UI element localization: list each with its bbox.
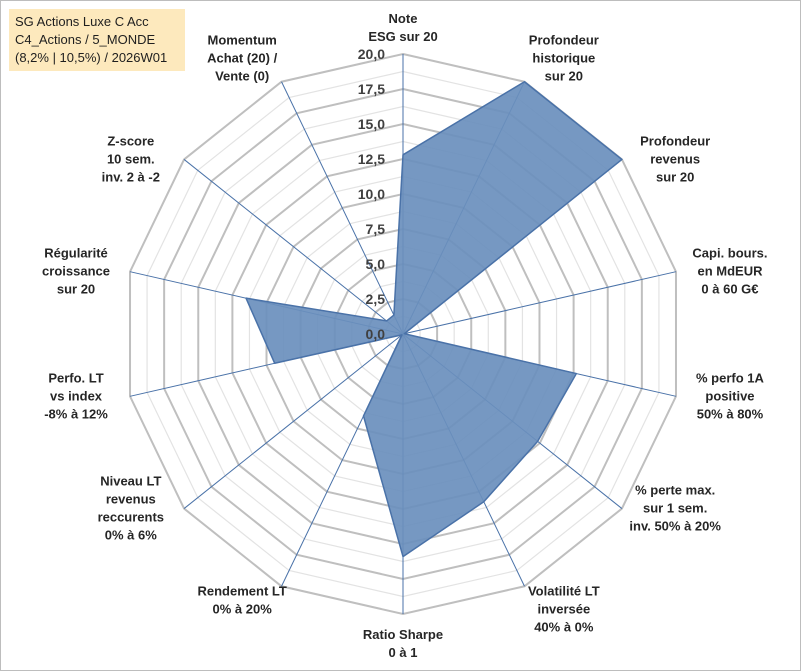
axis-label: % perte max. sur 1 sem. inv. 50% à 20% (629, 483, 721, 534)
axis-label-line: 0% à 20% (213, 601, 273, 616)
axis-label: Z-score 10 sem. inv. 2 à -2 (102, 133, 160, 184)
axis-label-line: Rendement LT (197, 583, 286, 598)
axis-label: Volatilité LT inversée 40% à 0% (528, 583, 600, 634)
axis-label: Rendement LT 0% à 20% (197, 583, 286, 616)
axis-label-line: 40% à 0% (534, 619, 594, 634)
axis-label-line: revenus (106, 492, 156, 507)
axis-label-line: 0 à 1 (389, 645, 418, 660)
axis-label: Momentum Achat (20) / Vente (0) (207, 33, 277, 84)
axis-label-line: Capi. bours. (692, 246, 767, 261)
axis-label-line: Ratio Sharpe (363, 627, 443, 642)
axis-label-line: Perfo. LT (48, 370, 103, 385)
axis-label-line: en MdEUR (697, 264, 763, 279)
axis-label-line: Profondeur (529, 33, 599, 48)
axis-label-line: historique (532, 51, 595, 66)
axis-label: Note ESG sur 20 (368, 11, 437, 44)
title-line-3: (8,2% | 10,5%) / 2026W01 (15, 50, 168, 65)
axis-label-line: Achat (20) / (207, 51, 277, 66)
title-line-2: C4_Actions / 5_MONDE (15, 32, 156, 47)
axis-label-line: positive (705, 388, 754, 403)
axis-label: Régularité croissance sur 20 (42, 246, 110, 297)
chart-title-box: SG Actions Luxe C Acc C4_Actions / 5_MON… (9, 9, 185, 71)
axis-label-line: Niveau LT (100, 474, 161, 489)
axis-label-line: revenus (650, 151, 700, 166)
axis-label-line: inv. 2 à -2 (102, 169, 160, 184)
tick-label: 15,0 (358, 116, 385, 132)
axis-label-line: Volatilité LT (528, 583, 600, 598)
axis-label-line: sur 20 (656, 169, 694, 184)
axis-label: % perfo 1A positive 50% à 80% (696, 370, 765, 421)
axis-label-line: inversée (537, 601, 590, 616)
axis-label-line: sur 20 (545, 69, 583, 84)
axis-label-line: vs index (50, 388, 103, 403)
axis-spoke (183, 159, 404, 335)
axis-label: Niveau LT revenus reccurents 0% à 6% (98, 474, 164, 543)
axis-label-line: sur 1 sem. (643, 501, 707, 516)
axis-label: Ratio Sharpe 0 à 1 (363, 627, 443, 660)
axis-spoke (281, 81, 404, 335)
axis-label: Profondeur historique sur 20 (529, 33, 599, 84)
axis-label-line: croissance (42, 264, 110, 279)
axis-label-line: 50% à 80% (697, 406, 764, 421)
axis-label-line: 0% à 6% (105, 528, 157, 543)
title-line-1: SG Actions Luxe C Acc (15, 14, 149, 29)
axis-label-line: inv. 50% à 20% (629, 519, 721, 534)
axis-label-line: Momentum (207, 33, 276, 48)
axis-label-line: % perfo 1A (696, 370, 765, 385)
axis-label-line: Vente (0) (215, 69, 269, 84)
axis-label-line: -8% à 12% (44, 406, 108, 421)
data-series-area (245, 80, 623, 558)
tick-label: 7,5 (366, 221, 386, 237)
axis-label-line: 10 sem. (107, 151, 155, 166)
tick-label: 0,0 (366, 326, 386, 342)
tick-label: 17,5 (358, 81, 385, 97)
tick-label: 10,0 (358, 186, 385, 202)
tick-label: 2,5 (366, 291, 386, 307)
axis-label-line: Profondeur (640, 133, 710, 148)
axis-label-line: sur 20 (57, 282, 95, 297)
axis-label-line: Z-score (107, 133, 154, 148)
axis-label-line: Régularité (44, 246, 108, 261)
axis-label-line: reccurents (98, 510, 164, 525)
tick-label: 12,5 (358, 151, 385, 167)
axis-spoke (402, 271, 677, 335)
axis-label-line: 0 à 60 G€ (701, 282, 758, 297)
axis-label: Capi. bours. en MdEUR 0 à 60 G€ (692, 246, 767, 297)
axis-label-line: Note (389, 11, 418, 26)
axis-label: Perfo. LT vs index -8% à 12% (44, 370, 108, 421)
axis-label: Profondeur revenus sur 20 (640, 133, 710, 184)
axis-label-line: % perte max. (635, 483, 715, 498)
axis-spoke (183, 333, 404, 509)
tick-label: 20,0 (358, 46, 385, 62)
tick-label: 5,0 (366, 256, 386, 272)
axis-label-line: ESG sur 20 (368, 29, 437, 44)
